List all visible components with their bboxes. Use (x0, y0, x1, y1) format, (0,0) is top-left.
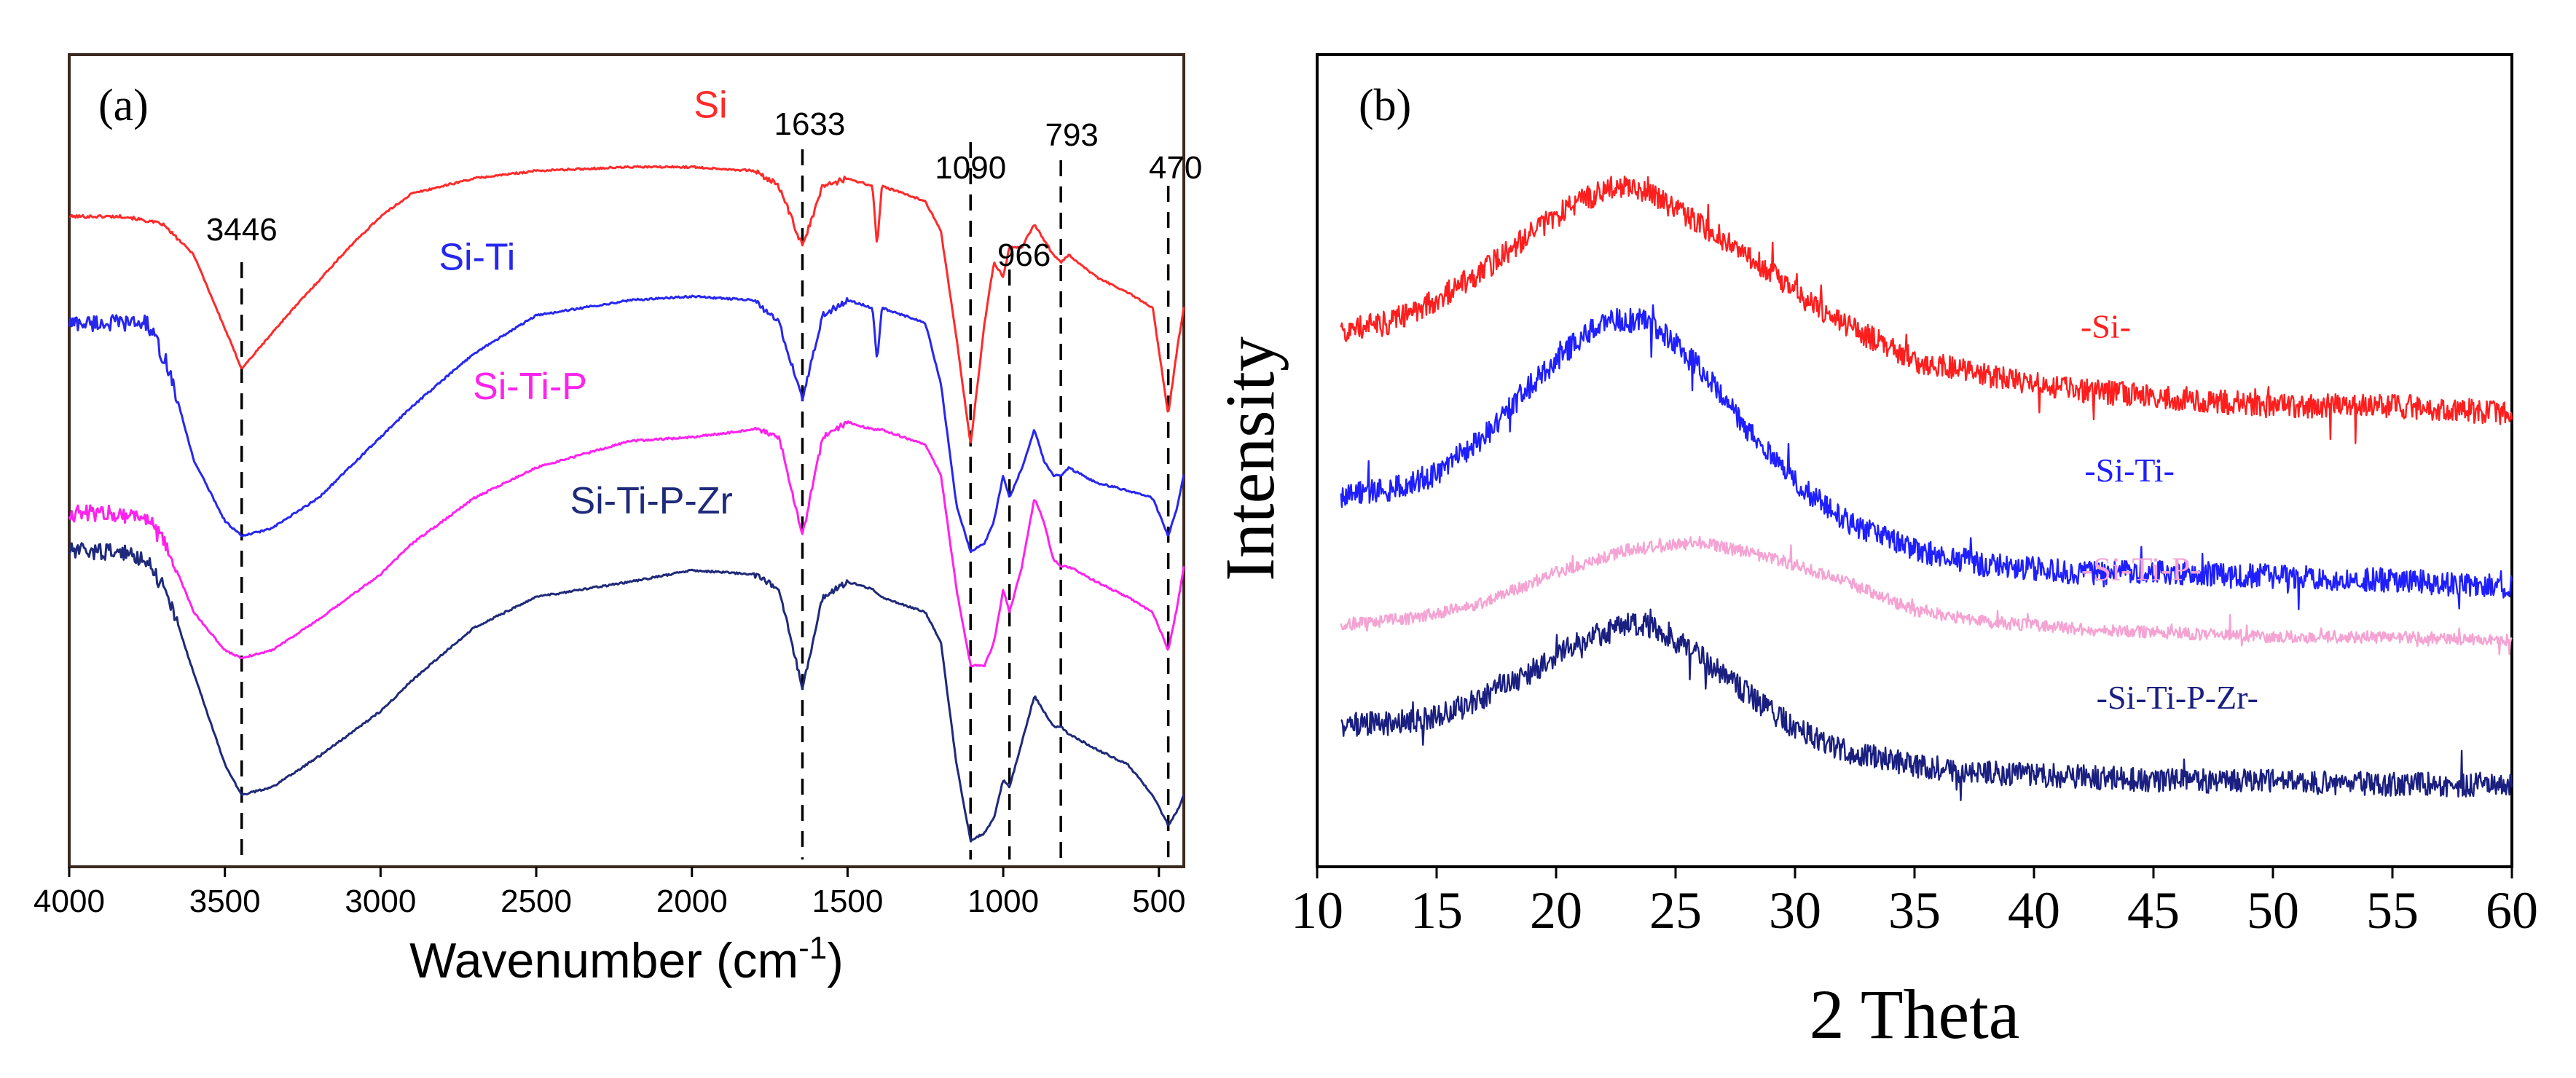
xrd-series-labels: -Si- -Si-Ti- -Si-Ti-P- -Si-Ti-P-Zr- (2081, 308, 2258, 717)
ftir-panel-label: (a) (98, 81, 149, 130)
ftir-series-label-si-ti-p: Si-Ti-P (473, 366, 587, 408)
xrd-panel: (b) -Si--Si-Ti--Si-Ti-P--Si-Ti-P-Zr- 10 1… (1211, 53, 2538, 1053)
xrd-x-tick-label-50: 50 (2247, 881, 2299, 940)
xrd-x-axis-label: 2 Theta (1810, 975, 2020, 1053)
ftir-series-labels: Si Si-Ti Si-Ti-P Si-Ti-P-Zr (439, 84, 732, 522)
ftir-x-tick-label-2500: 2500 (500, 884, 572, 919)
xrd-series-label-si: -Si- (2081, 308, 2131, 345)
xrd-x-tick-label-45: 45 (2127, 881, 2180, 940)
ftir-peak-label-1633: 1633 (774, 106, 846, 142)
ftir-peak-guides (240, 142, 1170, 859)
xrd-x-ticks: 10 15 20 25 30 35 40 45 50 55 60 (1291, 867, 2538, 940)
xrd-series-label-si-ti-p: -Si-Ti-P- (2081, 550, 2201, 587)
ftir-peak-label-793: 793 (1045, 117, 1098, 153)
xrd-x-tick-label-35: 35 (1888, 881, 1941, 940)
xrd-series-line-si-ti-p-zr (1340, 608, 2513, 801)
ftir-x-tick-label-2000: 2000 (656, 884, 728, 919)
ftir-panel: (a) 3446 1633 1090 966 793 470 Si Si-Ti Si-Ti-P… (34, 53, 1203, 988)
ftir-peak-label-3446: 3446 (206, 212, 278, 248)
ftir-peak-label-966: 966 (997, 237, 1051, 273)
xrd-x-tick-label-55: 55 (2366, 881, 2419, 940)
ftir-series-group (68, 165, 1185, 843)
ftir-series-label-si-ti: Si-Ti (439, 236, 515, 278)
ftir-peak-label-1090: 1090 (935, 150, 1006, 186)
xrd-series-label-si-ti-p-zr: -Si-Ti-P-Zr- (2097, 679, 2258, 716)
ftir-series-line-si (68, 165, 1185, 444)
ftir-series-line-si-ti (68, 294, 1185, 554)
xrd-series-line-si-ti-p (1340, 535, 2513, 656)
ftir-x-tick-label-3000: 3000 (345, 884, 416, 919)
ftir-x-tick-label-3500: 3500 (189, 884, 261, 919)
ftir-x-ticks: 4000 3500 3000 2500 2000 1500 1000 500 (34, 867, 1186, 919)
xrd-x-tick-label-15: 15 (1410, 881, 1463, 940)
ftir-x-tick-label-1500: 1500 (812, 884, 883, 919)
xrd-x-tick-label-60: 60 (2486, 881, 2538, 940)
ftir-x-axis-label: Wavenumber (cm-1) (409, 930, 844, 988)
xrd-series-group (1340, 176, 2513, 801)
ftir-series-line-si-ti-p-zr (68, 542, 1185, 843)
xrd-x-tick-label-40: 40 (2008, 881, 2060, 940)
xrd-x-tick-label-30: 30 (1769, 881, 1821, 940)
ftir-peak-labels: 3446 1633 1090 966 793 470 (206, 106, 1203, 273)
ftir-x-tick-label-1000: 1000 (967, 884, 1039, 919)
ftir-peak-label-470: 470 (1149, 150, 1202, 186)
ftir-series-label-si: Si (694, 84, 727, 126)
xrd-y-axis-label: Intensity (1211, 337, 1289, 581)
ftir-series-label-si-ti-p-zr: Si-Ti-P-Zr (570, 480, 733, 522)
xrd-panel-label: (b) (1359, 81, 1411, 130)
xrd-plot-frame (1316, 53, 2513, 868)
ftir-plot-frame (68, 53, 1185, 868)
xrd-series-line-si-ti (1340, 304, 2513, 610)
xrd-x-tick-label-10: 10 (1291, 881, 1343, 940)
ftir-series-line-si-ti-p (68, 420, 1185, 668)
xrd-x-tick-label-25: 25 (1649, 881, 1702, 940)
xrd-series-line-si (1340, 176, 2513, 444)
xrd-series-label-si-ti: -Si-Ti- (2084, 452, 2175, 489)
ftir-x-tick-label-500: 500 (1132, 884, 1185, 919)
xrd-x-tick-label-20: 20 (1530, 881, 1582, 940)
ftir-x-tick-label-4000: 4000 (34, 884, 105, 919)
